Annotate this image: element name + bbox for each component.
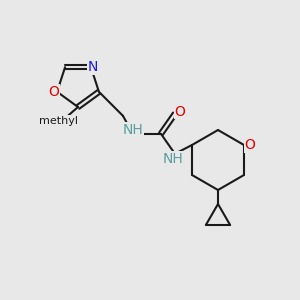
Text: O: O xyxy=(175,105,185,119)
Text: O: O xyxy=(244,138,255,152)
Text: N: N xyxy=(88,60,98,74)
Text: NH: NH xyxy=(163,152,183,166)
Text: methyl: methyl xyxy=(38,116,77,126)
Text: O: O xyxy=(49,85,59,99)
Text: NH: NH xyxy=(122,123,143,137)
